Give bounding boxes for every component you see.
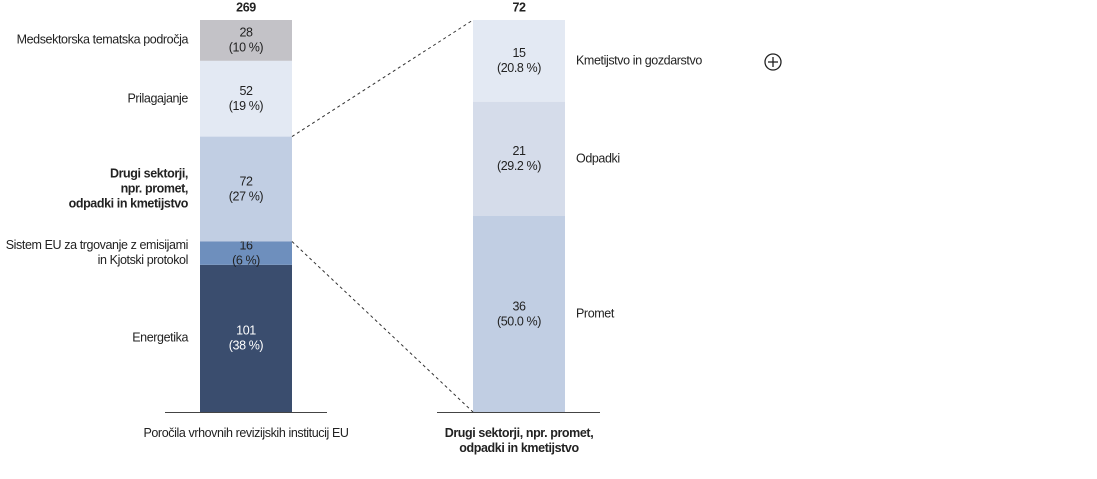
bar-segment [200,60,292,137]
category-label: Energetika [132,330,188,345]
value-label: 101 [236,324,256,338]
value-label: 36 [512,299,526,313]
percent-label: (50.0 %) [497,314,541,328]
category-label: Prilagajanje [127,91,188,106]
bar-segment [473,216,565,412]
bar-segment [200,20,292,61]
category-label: Promet [576,306,614,321]
zoom-icon[interactable] [764,53,782,71]
percent-label: (10 %) [229,41,264,55]
total-label: 269 [236,0,256,14]
bar-segment [200,136,292,242]
percent-label: (29.2 %) [497,159,541,173]
percent-label: (38 %) [229,339,264,353]
bar-segment [200,264,292,412]
percent-label: (6 %) [232,253,260,267]
value-label: 52 [239,84,253,98]
connector [291,19,474,138]
bar-segment [473,20,565,102]
bar-segment [200,241,292,265]
total-label: 72 [512,0,526,14]
category-label: Drugi sektorji, npr. promet, odpadki in … [68,166,189,211]
percent-label: (20.8 %) [497,61,541,75]
category-label: Medsektorska tematska področja [16,32,189,47]
value-label: 16 [239,238,253,252]
value-label: 15 [512,46,526,60]
bar-name: Drugi sektorji, npr. promet, odpadki in … [444,426,594,455]
category-label: Sistem EU za trgovanje z emisijami in Kj… [5,238,189,268]
bar-segment [473,101,565,216]
bar-name: Poročila vrhovnih revizijskih institucij… [143,426,349,440]
category-label: Odpadki [576,151,620,166]
percent-label: (19 %) [229,99,264,113]
category-label: Kmetijstvo in gozdarstvo [576,53,702,68]
percent-label: (27 %) [229,189,264,203]
value-label: 72 [239,174,253,188]
connector [291,241,474,413]
value-label: 21 [512,144,526,158]
value-label: 28 [239,26,253,40]
